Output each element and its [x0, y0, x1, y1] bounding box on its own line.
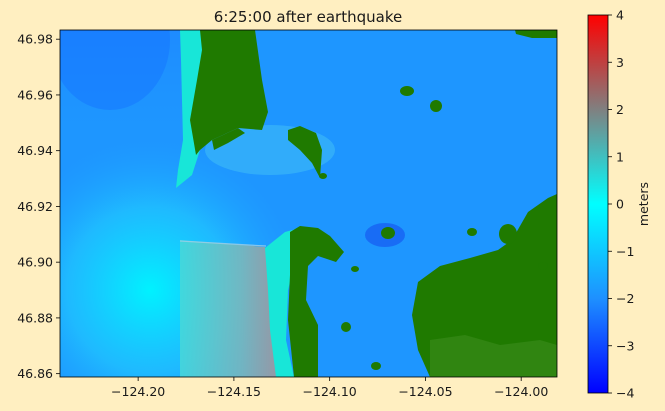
island-land	[341, 322, 351, 332]
southeast-mainland	[412, 194, 557, 377]
colorbar-tick-label: 4	[616, 8, 624, 23]
colorbar	[588, 15, 608, 393]
north-peninsula-land	[190, 30, 268, 155]
colorbar-tick-label: −3	[616, 338, 634, 353]
north-spit-tip-land	[212, 128, 245, 150]
y-tick-label: 46.98	[17, 32, 53, 47]
island-land	[351, 266, 359, 272]
y-tick-label: 46.90	[17, 255, 53, 270]
island-land	[467, 228, 477, 236]
south-peninsula-land	[288, 226, 344, 377]
colorbar-tick-label: −2	[616, 291, 634, 306]
y-tick-label: 46.96	[17, 87, 53, 102]
colorbar-tick-label: 3	[616, 55, 624, 70]
colorbar-tick-label: −4	[616, 386, 634, 401]
y-tick-label: 46.94	[17, 143, 53, 158]
island-land	[538, 262, 548, 270]
shelf-wave-zone	[180, 240, 292, 377]
y-tick-label: 46.86	[17, 366, 53, 381]
y-axis: 46.98 46.96 46.94 46.92 46.90 46.88 46.86	[17, 32, 60, 381]
colorbar-tick-label: 2	[616, 102, 624, 117]
x-tick-label: −124.20	[111, 384, 165, 399]
jetty-line	[179, 240, 267, 247]
island-land	[381, 227, 395, 239]
map-plot-area	[60, 30, 557, 377]
island-land	[430, 100, 442, 112]
island-land	[499, 224, 517, 244]
colorbar-tick-label: 0	[616, 197, 624, 212]
x-tick-label: −124.15	[207, 384, 261, 399]
y-tick-label: 46.92	[17, 199, 53, 214]
island-land	[371, 362, 381, 370]
colorbar-tick-label: 1	[616, 149, 624, 164]
x-tick-label: −124.00	[494, 384, 548, 399]
colorbar-axis: 4 3 2 1 0 −1 −2 −3 −4	[608, 8, 634, 401]
colorbar-label: meters	[636, 182, 651, 226]
x-tick-label: −124.05	[398, 384, 452, 399]
offshore-low-zone	[60, 30, 170, 110]
colorbar-tick-label: −1	[616, 244, 634, 259]
map-title: 6:25:00 after earthquake	[214, 8, 402, 26]
y-tick-label: 46.88	[17, 310, 53, 325]
upland-terrain	[430, 335, 557, 377]
x-tick-label: −124.10	[303, 384, 357, 399]
x-axis: −124.20 −124.15 −124.10 −124.05 −124.00	[111, 377, 548, 399]
northeast-shore-land	[515, 30, 557, 38]
island-land	[319, 173, 327, 179]
harbor-point-land	[288, 126, 322, 178]
map-frame	[59, 29, 558, 378]
island-land	[400, 86, 414, 96]
